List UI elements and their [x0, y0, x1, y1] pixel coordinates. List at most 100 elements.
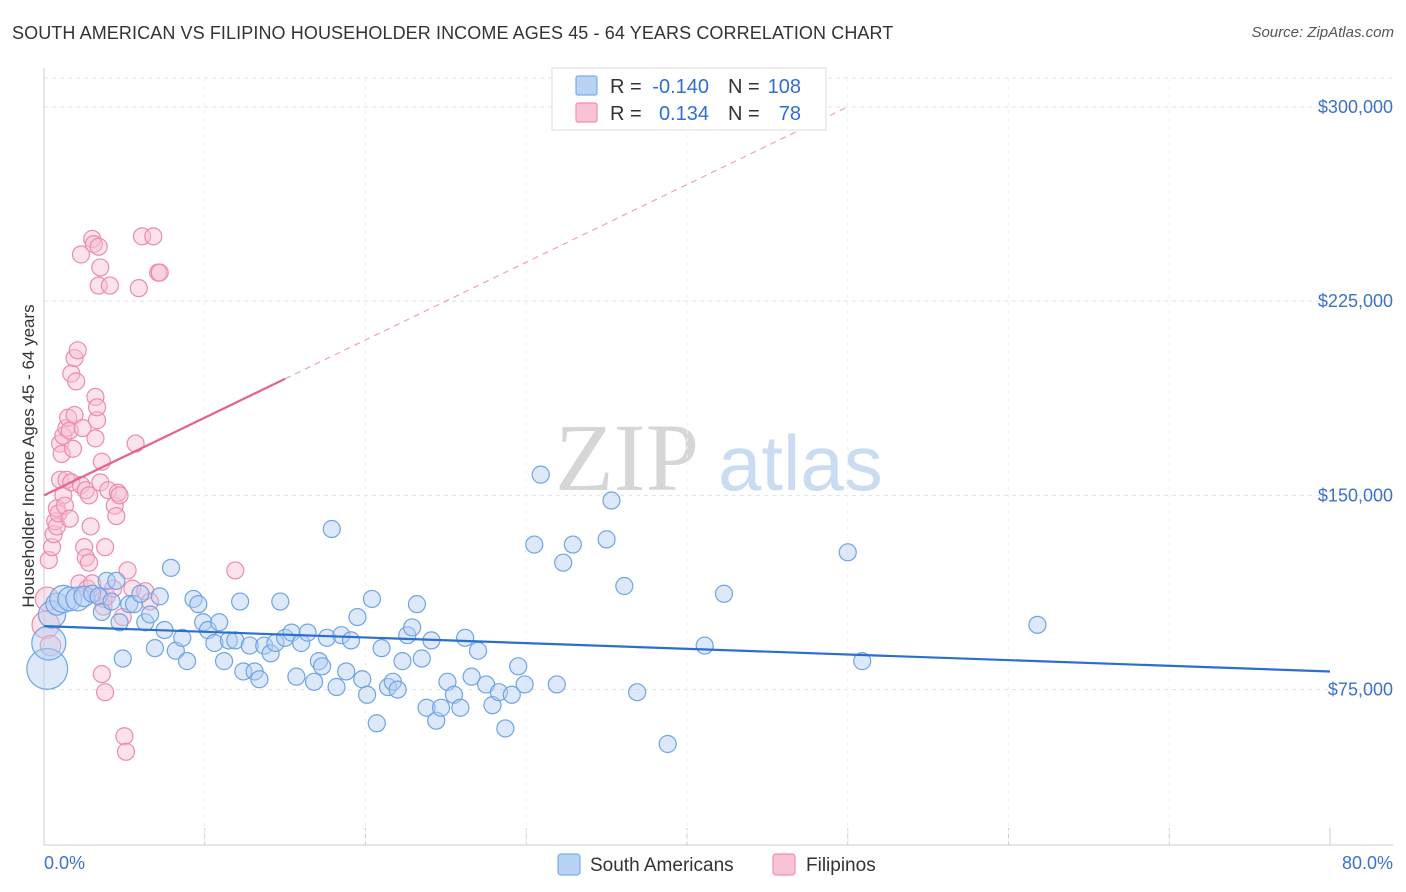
south-american-point — [177, 652, 197, 671]
south-american-point — [403, 618, 422, 637]
filipino-point — [144, 227, 163, 246]
south-american-point — [173, 628, 192, 647]
south-american-point — [231, 592, 250, 611]
south-american-point — [388, 680, 407, 699]
chart-title: SOUTH AMERICAN VS FILIPINO HOUSEHOLDER I… — [12, 23, 894, 43]
south-american-point — [1028, 615, 1047, 634]
south-american-point — [509, 657, 528, 676]
legend-n-value-1: 108 — [768, 76, 801, 98]
watermark-zip: ZIP — [555, 404, 699, 511]
filipino-point — [100, 276, 120, 295]
south-american-point — [205, 633, 224, 653]
south-american-point — [287, 667, 306, 686]
filipino-point — [86, 429, 105, 448]
south-american-point — [332, 626, 351, 645]
filipino-point — [87, 398, 107, 417]
y-tick-label: $225,000 — [1318, 291, 1393, 311]
south-american-point — [412, 649, 431, 668]
south-american-point — [97, 571, 116, 590]
south-american-point — [214, 652, 234, 671]
grid-layer: $75,000 $150,000 $225,000 $300,000 — [44, 77, 1393, 845]
south-american-point — [658, 734, 677, 754]
filipinos-trend-extension — [284, 106, 849, 380]
points-layer — [26, 227, 1047, 761]
south-american-point — [312, 657, 332, 676]
south-american-point — [714, 584, 734, 603]
south-american-point — [124, 595, 144, 614]
filipino-point — [116, 742, 136, 761]
stats-legend-box — [551, 67, 827, 131]
south-american-point — [250, 670, 269, 689]
south-american-point — [210, 613, 229, 632]
south-american-point — [317, 628, 337, 647]
series-legend: South Americans Filipinos — [557, 853, 876, 876]
south-american-point — [327, 677, 346, 697]
filipino-point — [226, 561, 245, 580]
filipinos-trend-line — [43, 377, 286, 497]
south-american-point — [131, 584, 150, 603]
filipino-point — [76, 548, 95, 567]
series-legend-label-south-americans: South Americans — [590, 855, 734, 876]
south-american-point — [372, 639, 391, 658]
filipino-point — [79, 486, 99, 505]
legend-r-label-2: R = — [610, 103, 642, 125]
filipino-point — [79, 553, 99, 572]
south-american-point — [407, 595, 427, 614]
south-americans-trend-line — [43, 625, 1331, 673]
south-american-point — [240, 636, 259, 655]
south-american-point — [341, 631, 361, 650]
x-tick-label-min: 0.0% — [44, 853, 85, 873]
watermark-atlas: atlas — [718, 419, 883, 507]
south-american-point — [628, 683, 647, 702]
south-american-point — [451, 698, 470, 717]
south-american-point — [597, 530, 616, 549]
filipino-point — [110, 486, 129, 505]
filipino-point — [84, 235, 103, 254]
south-american-point — [150, 587, 169, 606]
south-american-point — [337, 662, 356, 681]
filipino-point — [67, 372, 86, 391]
filipino-point — [73, 418, 92, 438]
filipino-point — [91, 258, 110, 277]
south-american-point — [304, 672, 324, 691]
filipino-point — [95, 538, 115, 557]
filipino-point — [118, 561, 137, 580]
filipino-point — [150, 263, 169, 282]
south-american-point — [271, 592, 290, 611]
y-tick-label: $150,000 — [1318, 485, 1393, 505]
south-american-point — [261, 644, 280, 663]
filipino-point — [60, 509, 79, 528]
legend-swatch-filipinos — [575, 102, 598, 123]
south-american-point — [695, 636, 714, 655]
south-american-point — [348, 607, 367, 627]
filipino-point — [107, 506, 126, 526]
trend-layer — [43, 106, 1331, 673]
south-american-point — [563, 535, 582, 554]
series-legend-swatch-filipinos — [772, 853, 796, 876]
x-tick-label-max: 80.0% — [1342, 853, 1393, 873]
south-american-point — [496, 719, 515, 738]
south-american-point — [358, 685, 377, 704]
legend-r-value-2: 0.134 — [659, 103, 709, 125]
y-tick-label: $75,000 — [1328, 680, 1393, 700]
south-american-point — [322, 519, 341, 539]
south-american-point — [531, 465, 550, 484]
south-american-point — [431, 698, 451, 717]
south-american-point — [31, 625, 67, 661]
south-american-point — [140, 605, 160, 624]
south-american-point — [113, 649, 132, 668]
series-legend-swatch-south-americans — [557, 853, 581, 876]
south-american-point — [393, 652, 412, 671]
south-american-point — [367, 714, 386, 733]
filipino-point — [81, 517, 100, 536]
south-american-point — [462, 667, 481, 686]
south-american-point — [554, 553, 573, 572]
south-american-point — [525, 535, 544, 554]
filipino-point — [92, 664, 111, 684]
filipino-point — [76, 481, 95, 500]
south-american-point — [309, 652, 328, 671]
south-american-point — [120, 595, 139, 614]
south-american-point — [468, 641, 488, 660]
